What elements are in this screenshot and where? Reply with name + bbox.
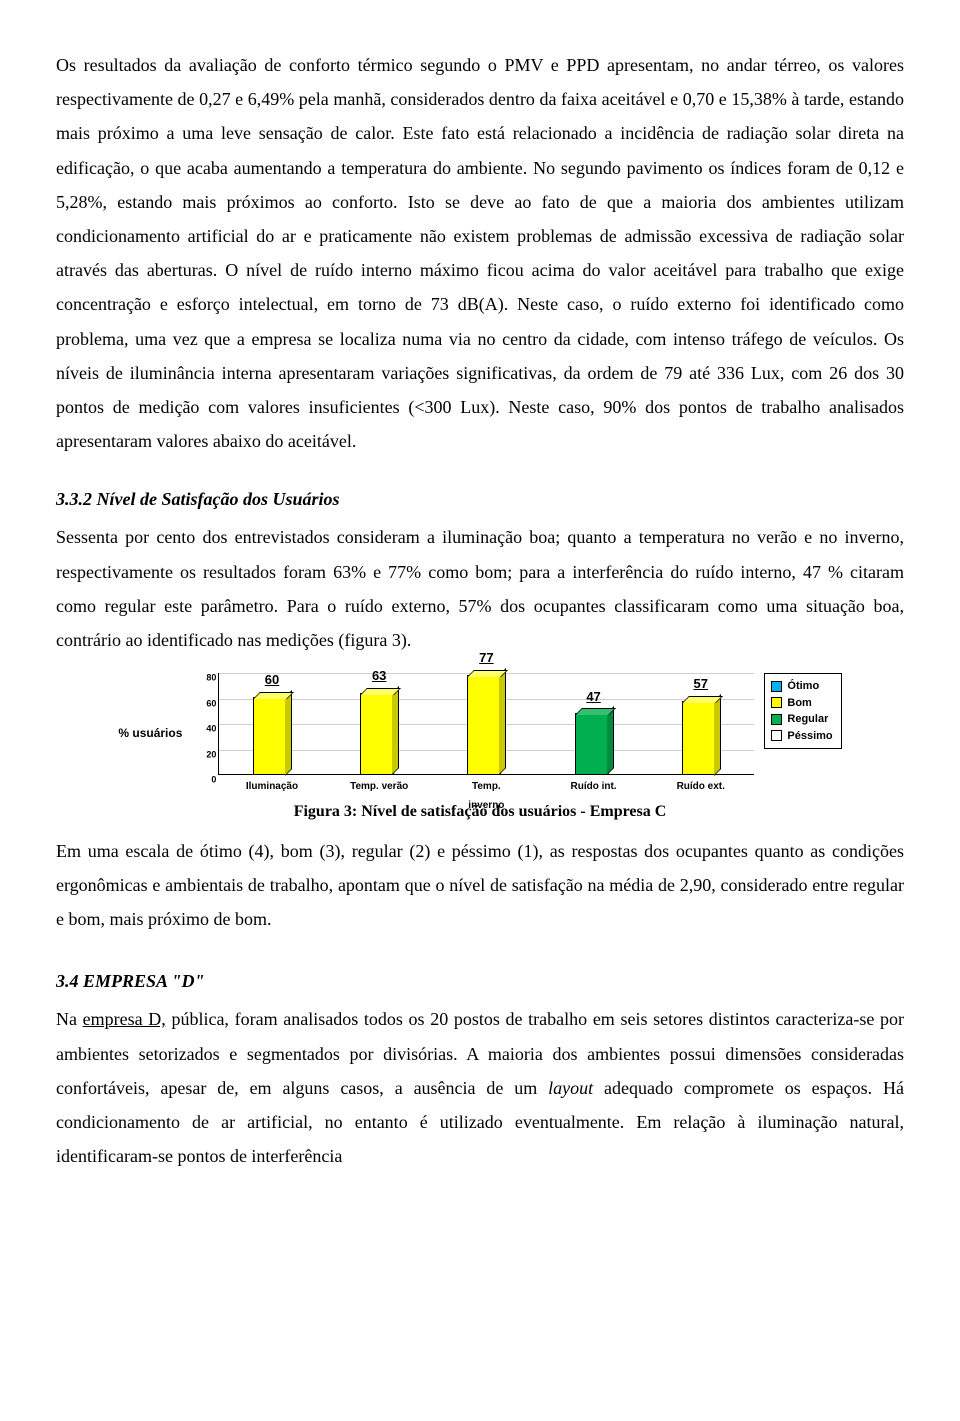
x-label: Temp. inverno bbox=[455, 777, 517, 793]
legend-item: Regular bbox=[771, 711, 832, 728]
y-tick: 80 bbox=[194, 670, 216, 687]
satisfaction-chart: % usuários 0 20 40 60 80 60 63 77 47 57 Iluminaç… bbox=[56, 673, 904, 793]
bar-4: 57 bbox=[670, 673, 732, 775]
x-label: Temp. verão bbox=[348, 777, 410, 793]
heading-3-4: 3.4 EMPRESA "D" bbox=[56, 964, 904, 998]
bar-value-label: 57 bbox=[694, 672, 708, 697]
paragraph-4: Na empresa D, pública, foram analisados … bbox=[56, 1002, 904, 1173]
y-tick: 0 bbox=[194, 772, 216, 789]
chart-plot: 0 20 40 60 80 60 63 77 47 57 Iluminação Temp. ver… bbox=[194, 673, 754, 793]
chart-y-label: % usuários bbox=[118, 722, 184, 745]
p4-italic: layout bbox=[548, 1078, 593, 1098]
bar-value-label: 60 bbox=[265, 668, 279, 693]
bar-3: 47 bbox=[563, 673, 625, 775]
bar-value-label: 77 bbox=[479, 646, 493, 671]
bar-value-label: 63 bbox=[372, 664, 386, 689]
y-tick: 20 bbox=[194, 746, 216, 763]
x-label: Ruído int. bbox=[563, 777, 625, 793]
bar-2: 77 bbox=[455, 673, 517, 775]
p4-underline: empresa D, bbox=[83, 1009, 166, 1029]
x-label: Ruído ext. bbox=[670, 777, 732, 793]
legend-item: Ótimo bbox=[771, 678, 832, 695]
y-tick: 40 bbox=[194, 721, 216, 738]
legend-item: Péssimo bbox=[771, 728, 832, 745]
bar-1: 63 bbox=[348, 673, 410, 775]
paragraph-2: Sessenta por cento dos entrevistados con… bbox=[56, 520, 904, 657]
legend-item: Bom bbox=[771, 695, 832, 712]
bar-value-label: 47 bbox=[586, 685, 600, 710]
paragraph-1: Os resultados da avaliação de conforto t… bbox=[56, 48, 904, 458]
p4-prefix: Na bbox=[56, 1009, 83, 1029]
chart-legend: ÓtimoBomRegularPéssimo bbox=[764, 673, 841, 749]
bar-0: 60 bbox=[241, 673, 303, 775]
y-tick: 60 bbox=[194, 695, 216, 712]
paragraph-3: Em uma escala de ótimo (4), bom (3), reg… bbox=[56, 834, 904, 937]
x-label: Iluminação bbox=[241, 777, 303, 793]
heading-3-3-2: 3.3.2 Nível de Satisfação dos Usuários bbox=[56, 482, 904, 516]
